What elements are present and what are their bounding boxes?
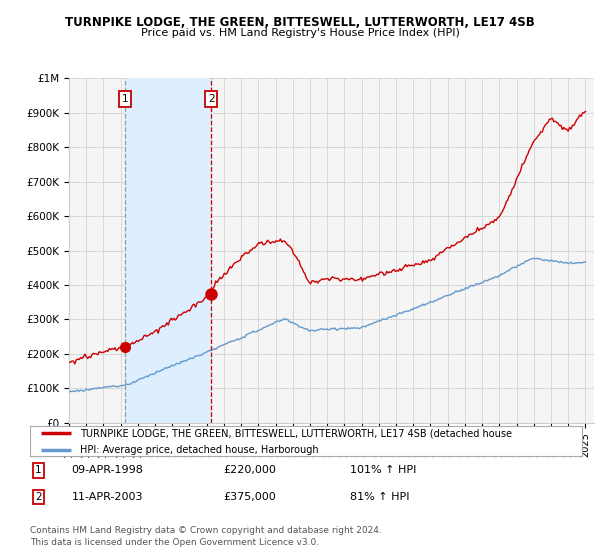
Text: Price paid vs. HM Land Registry's House Price Index (HPI): Price paid vs. HM Land Registry's House … [140,28,460,38]
Text: 1: 1 [35,465,41,475]
Text: Contains HM Land Registry data © Crown copyright and database right 2024.: Contains HM Land Registry data © Crown c… [30,526,382,535]
Text: 101% ↑ HPI: 101% ↑ HPI [350,465,416,475]
Text: This data is licensed under the Open Government Licence v3.0.: This data is licensed under the Open Gov… [30,538,319,547]
Bar [125,78,211,423]
Text: 2: 2 [35,492,41,502]
Text: HPI: Average price, detached house, Harborough: HPI: Average price, detached house, Harb… [80,445,319,455]
Text: £375,000: £375,000 [223,492,276,502]
Text: 2: 2 [208,94,215,104]
Text: 11-APR-2003: 11-APR-2003 [71,492,143,502]
Text: TURNPIKE LODGE, THE GREEN, BITTESWELL, LUTTERWORTH, LE17 4SB: TURNPIKE LODGE, THE GREEN, BITTESWELL, L… [65,16,535,29]
Text: 81% ↑ HPI: 81% ↑ HPI [350,492,410,502]
Text: 09-APR-1998: 09-APR-1998 [71,465,143,475]
Text: £220,000: £220,000 [223,465,276,475]
Text: 1: 1 [122,94,128,104]
Text: TURNPIKE LODGE, THE GREEN, BITTESWELL, LUTTERWORTH, LE17 4SB (detached house: TURNPIKE LODGE, THE GREEN, BITTESWELL, L… [80,428,512,438]
